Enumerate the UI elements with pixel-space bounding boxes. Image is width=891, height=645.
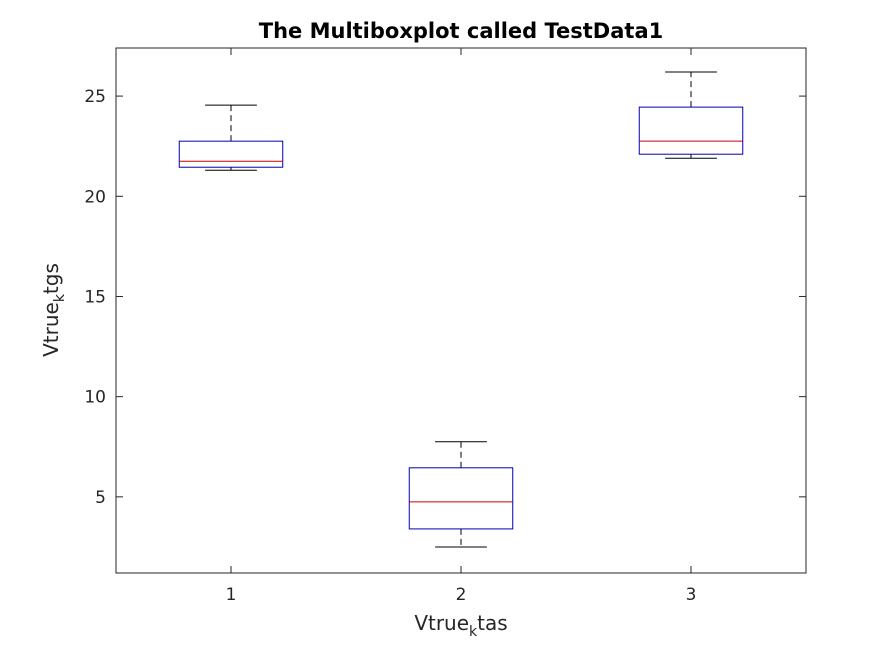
x-tick-label: 1 <box>226 585 237 605</box>
y-axis-label: Vtruektgs <box>39 263 68 357</box>
x-tick-label: 3 <box>686 585 697 605</box>
x-axis-label-subscript: k <box>469 624 478 640</box>
y-axis-ticks: 5 10 15 20 25 <box>84 87 806 508</box>
box-iqr <box>638 106 744 155</box>
y-axis-label-base: Vtrue <box>39 302 63 357</box>
x-tick-label: 2 <box>456 585 467 605</box>
box-1 <box>178 104 284 171</box>
box-3 <box>638 71 744 159</box>
box-2 <box>408 441 514 548</box>
box-iqr <box>178 140 284 168</box>
x-axis-label-rest: tas <box>477 611 508 635</box>
y-tick-label: 20 <box>84 187 106 207</box>
y-tick-label: 15 <box>84 287 106 307</box>
plot-area <box>115 47 807 574</box>
y-axis-label-rest: tgs <box>39 263 63 294</box>
y-axis-label-subscript: k <box>52 293 68 302</box>
box-group <box>178 71 744 548</box>
y-tick-label: 25 <box>84 87 106 107</box>
x-axis-label-base: Vtrue <box>414 611 469 635</box>
box-iqr <box>408 467 514 530</box>
x-axis-label: Vtruektas <box>414 611 507 640</box>
x-axis-ticks: 1 2 3 <box>226 48 697 605</box>
y-tick-label: 5 <box>95 488 106 508</box>
y-tick-label: 10 <box>84 388 106 408</box>
chart-title: The Multiboxplot called TestData1 <box>259 19 663 43</box>
